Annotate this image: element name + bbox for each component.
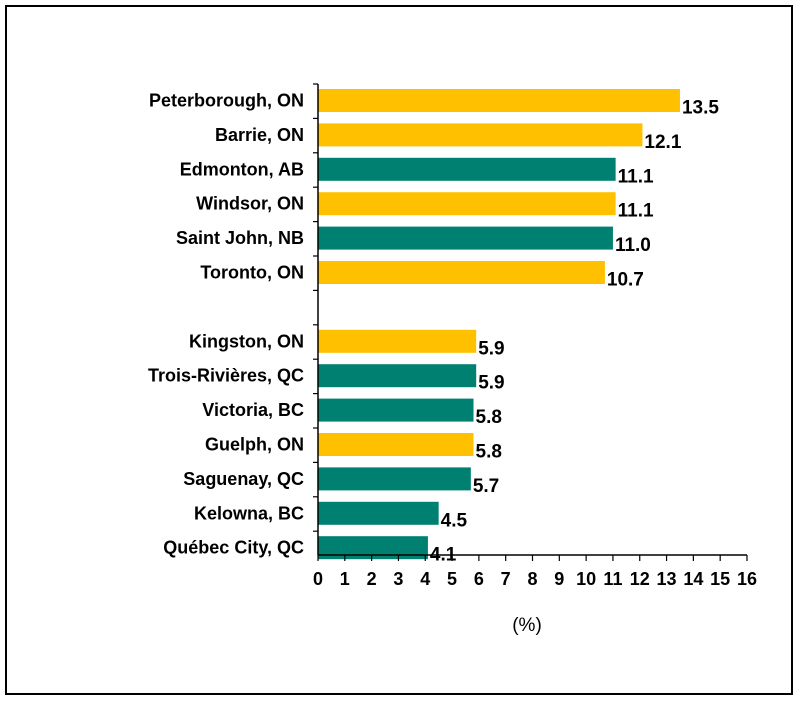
value-label: 5.8 — [476, 442, 502, 463]
category-label: Saguenay, QC — [183, 469, 304, 489]
category-label: Barrie, ON — [215, 125, 304, 145]
x-tick-label: 10 — [576, 569, 596, 589]
value-label: 5.7 — [473, 476, 499, 497]
bar — [318, 123, 643, 147]
value-label: 5.9 — [478, 373, 504, 394]
x-tick-label: 6 — [474, 569, 484, 589]
value-label: 11.1 — [618, 201, 654, 222]
bar — [318, 501, 439, 525]
bar — [318, 89, 680, 112]
category-label: Toronto, ON — [200, 263, 304, 283]
category-label: Guelph, ON — [205, 435, 304, 455]
bar-group: Barrie, ON 12.1 — [215, 123, 682, 153]
bar — [318, 226, 613, 250]
value-label: 11.1 — [618, 166, 654, 187]
bar — [318, 364, 477, 388]
x-tick-label: 2 — [367, 569, 377, 589]
bar-group: Peterborough, ON 13.5 — [149, 89, 719, 119]
bar-group: Guelph, ON 5.8 — [205, 433, 502, 463]
x-tick-label: 15 — [710, 569, 730, 589]
bar — [318, 192, 616, 216]
bar — [318, 329, 477, 353]
value-label: 5.9 — [478, 338, 504, 359]
category-label: Kingston, ON — [189, 331, 304, 351]
x-tick-label: 4 — [420, 569, 430, 589]
bar — [318, 536, 428, 560]
x-tick-label: 12 — [630, 569, 650, 589]
bar-group: Kingston, ON 5.9 — [189, 329, 505, 359]
bars-layer: Peterborough, ON 13.5 Barrie, ON 12.1 Edmont… — [148, 89, 719, 566]
bar-group: Kelowna, BC 4.5 — [194, 501, 468, 531]
bar — [318, 157, 616, 181]
value-label: 10.7 — [607, 270, 644, 291]
x-tick-label: 14 — [683, 569, 703, 589]
bar-group: Windsor, ON 11.1 — [196, 192, 654, 222]
bar-group: Edmonton, AB 11.1 — [180, 157, 654, 187]
category-label: Peterborough, ON — [149, 91, 304, 111]
x-tick-label: 1 — [340, 569, 350, 589]
bar — [318, 398, 474, 422]
category-label: Saint John, NB — [176, 228, 304, 248]
category-label: Québec City, QC — [163, 538, 304, 558]
bar — [318, 261, 605, 284]
category-label: Kelowna, BC — [194, 503, 304, 523]
x-tick-label: 3 — [393, 569, 403, 589]
x-tick-label: 7 — [501, 569, 511, 589]
category-label: Trois-Rivières, QC — [148, 366, 304, 386]
bar — [318, 467, 471, 491]
category-label: Edmonton, AB — [180, 159, 304, 179]
bar-group: Trois-Rivières, QC 5.9 — [148, 364, 505, 394]
x-tick-label: 5 — [447, 569, 457, 589]
x-tick-label: 9 — [554, 569, 564, 589]
bar-group: Saguenay, QC 5.7 — [183, 467, 499, 497]
value-label: 11.0 — [615, 235, 651, 256]
value-label: 4.5 — [441, 510, 468, 531]
x-tick-label: 13 — [657, 569, 677, 589]
x-axis-title: (%) — [512, 615, 542, 636]
axis-layer: 0 1 2 3 4 5 6 7 8 9 10 11 12 13 14 15 16 — [313, 83, 757, 589]
x-tick-label: 16 — [737, 569, 757, 589]
bar-group: Québec City, QC 4.1 — [163, 536, 457, 566]
bar-group: Saint John, NB 11.0 — [176, 226, 651, 256]
bar-group: Toronto, ON 10.7 — [200, 261, 644, 291]
bar — [318, 433, 474, 456]
value-label: 12.1 — [644, 132, 681, 153]
x-tick-label: 0 — [313, 569, 323, 589]
category-label: Windsor, ON — [196, 194, 304, 214]
x-tick-label: 11 — [603, 569, 622, 589]
value-label: 13.5 — [682, 98, 719, 119]
category-label: Victoria, BC — [202, 400, 304, 420]
x-tick-label: 8 — [527, 569, 537, 589]
bar-group: Victoria, BC 5.8 — [202, 398, 502, 428]
value-label: 5.8 — [476, 407, 502, 428]
